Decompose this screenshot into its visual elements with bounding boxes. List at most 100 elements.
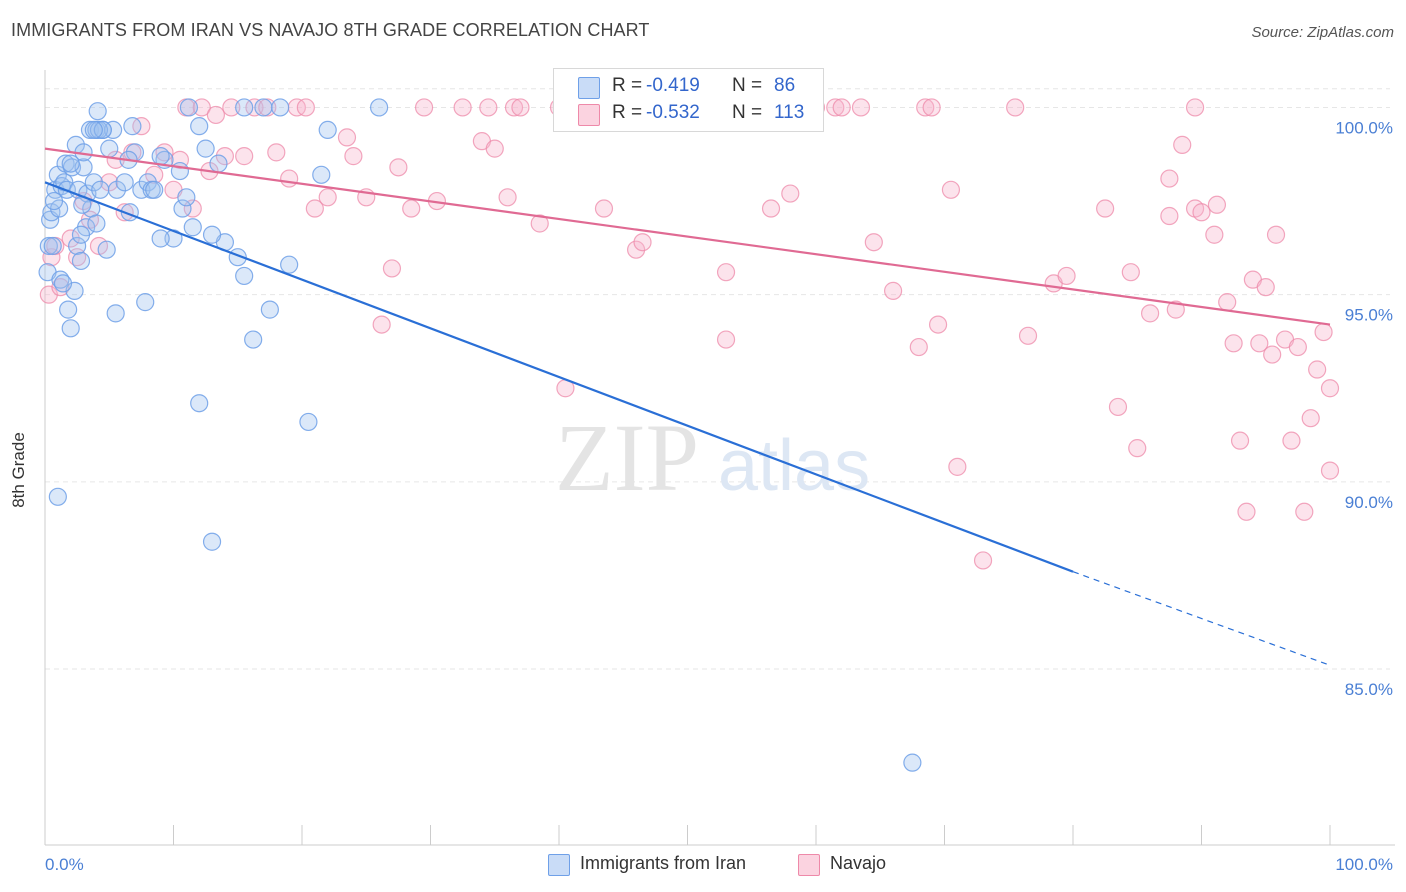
navajo-point bbox=[1230, 431, 1250, 450]
legend-n-value-iran: 86 bbox=[774, 75, 796, 96]
watermark-zip: ZIP bbox=[555, 404, 699, 511]
iran-point bbox=[89, 120, 109, 140]
navajo-point bbox=[626, 240, 646, 259]
navajo-point bbox=[1282, 431, 1301, 450]
navajo-point bbox=[1288, 337, 1307, 357]
iran-point bbox=[61, 319, 80, 338]
navajo-point bbox=[832, 98, 851, 117]
navajo-point bbox=[781, 184, 800, 203]
iran-point bbox=[170, 161, 190, 181]
navajo-point bbox=[909, 337, 928, 357]
iran-point bbox=[202, 532, 222, 551]
navajo-point bbox=[1320, 461, 1340, 480]
navajo-point bbox=[485, 139, 504, 158]
navajo-point bbox=[530, 214, 549, 233]
iran-point bbox=[190, 394, 209, 413]
navajo-point bbox=[928, 315, 948, 334]
navajo-point bbox=[1128, 439, 1147, 458]
navajo-point bbox=[1166, 300, 1185, 319]
iran-point bbox=[151, 229, 170, 248]
legend-n-label: N = bbox=[732, 102, 763, 123]
navajo-point bbox=[305, 199, 324, 218]
iran-point bbox=[235, 98, 254, 117]
bottom-legend-label-iran: Immigrants from Iran bbox=[580, 853, 747, 873]
navajo-point bbox=[1192, 203, 1211, 222]
iran-point bbox=[271, 98, 290, 117]
navajo-point bbox=[1207, 195, 1227, 214]
y-tick-label: 95.0% bbox=[1345, 306, 1393, 325]
navajo-point bbox=[1018, 326, 1038, 345]
y-tick-label: 90.0% bbox=[1345, 493, 1393, 512]
navajo-point bbox=[761, 199, 781, 218]
iran-point bbox=[43, 236, 62, 256]
navajo-point bbox=[1308, 360, 1327, 379]
iran-point bbox=[196, 139, 215, 158]
bottom-legend-label-navajo: Navajo bbox=[830, 853, 887, 873]
navajo-point bbox=[1218, 293, 1237, 312]
iran-trend-extension bbox=[1072, 571, 1331, 666]
iran-point bbox=[254, 98, 273, 117]
navajo-point bbox=[851, 98, 871, 117]
bottom-legend-swatch-iran bbox=[548, 854, 570, 876]
iran-point bbox=[88, 102, 107, 121]
iran-point bbox=[370, 98, 389, 117]
iran-point bbox=[100, 139, 119, 158]
tick-labels: 85.0% 90.0% 95.0% 100.0% 0.0% 100.0% bbox=[45, 118, 1393, 874]
navajo-point bbox=[1160, 206, 1179, 226]
iran-point bbox=[106, 304, 125, 323]
legend-swatch-iran bbox=[578, 77, 600, 99]
navajo-point bbox=[1295, 502, 1314, 521]
navajo-point bbox=[1205, 225, 1224, 244]
navajo-point bbox=[183, 199, 202, 218]
navajo-point bbox=[280, 169, 299, 188]
navajo-point bbox=[1250, 334, 1269, 353]
navajo-point bbox=[633, 233, 652, 252]
iran-points bbox=[38, 98, 922, 772]
navajo-point bbox=[916, 98, 935, 117]
navajo-point bbox=[145, 165, 164, 184]
navajo-point bbox=[402, 199, 421, 218]
iran-point bbox=[312, 165, 331, 184]
navajo-point bbox=[1140, 304, 1160, 323]
iran-point bbox=[39, 236, 58, 256]
trend-lines bbox=[44, 147, 1331, 666]
iran-point bbox=[177, 188, 196, 207]
navajo-point bbox=[1263, 345, 1282, 364]
navajo-point bbox=[372, 315, 391, 334]
iran-point bbox=[179, 98, 199, 117]
navajo-point bbox=[337, 128, 357, 147]
x-tick-label-min: 0.0% bbox=[45, 855, 84, 874]
iran-point bbox=[61, 154, 80, 173]
navajo-point bbox=[1256, 278, 1275, 297]
iran-point bbox=[91, 180, 110, 199]
navajo-point bbox=[1224, 334, 1243, 353]
navajo-point bbox=[1320, 379, 1340, 398]
bottom-legend-swatch-navajo bbox=[798, 854, 820, 876]
navajo-point bbox=[1121, 263, 1140, 282]
iran-point bbox=[244, 330, 263, 349]
iran-point bbox=[318, 120, 337, 140]
navajo-point bbox=[414, 98, 434, 117]
navajo-point bbox=[826, 98, 845, 117]
navajo-point bbox=[864, 233, 883, 252]
iran-point bbox=[123, 117, 142, 136]
iran-point bbox=[107, 180, 127, 199]
iran-point bbox=[71, 225, 91, 244]
navajo-point bbox=[1266, 225, 1286, 244]
navajo-points bbox=[39, 98, 1340, 570]
navajo-point bbox=[716, 330, 736, 349]
navajo-point bbox=[258, 98, 277, 117]
legend-n-value-navajo: 113 bbox=[774, 102, 805, 123]
legend-swatch-navajo bbox=[578, 104, 600, 126]
legend-r-label: R = bbox=[612, 102, 643, 123]
watermark: ZIP atlas bbox=[555, 404, 870, 511]
navajo-point bbox=[1301, 409, 1320, 428]
source-label: Source: ZipAtlas.com bbox=[1251, 24, 1394, 41]
iran-point bbox=[97, 240, 116, 259]
iran-point bbox=[183, 218, 202, 237]
iran-trend-line bbox=[44, 181, 1074, 573]
iran-point bbox=[48, 487, 67, 506]
navajo-point bbox=[1237, 502, 1256, 521]
navajo-point bbox=[883, 281, 903, 300]
